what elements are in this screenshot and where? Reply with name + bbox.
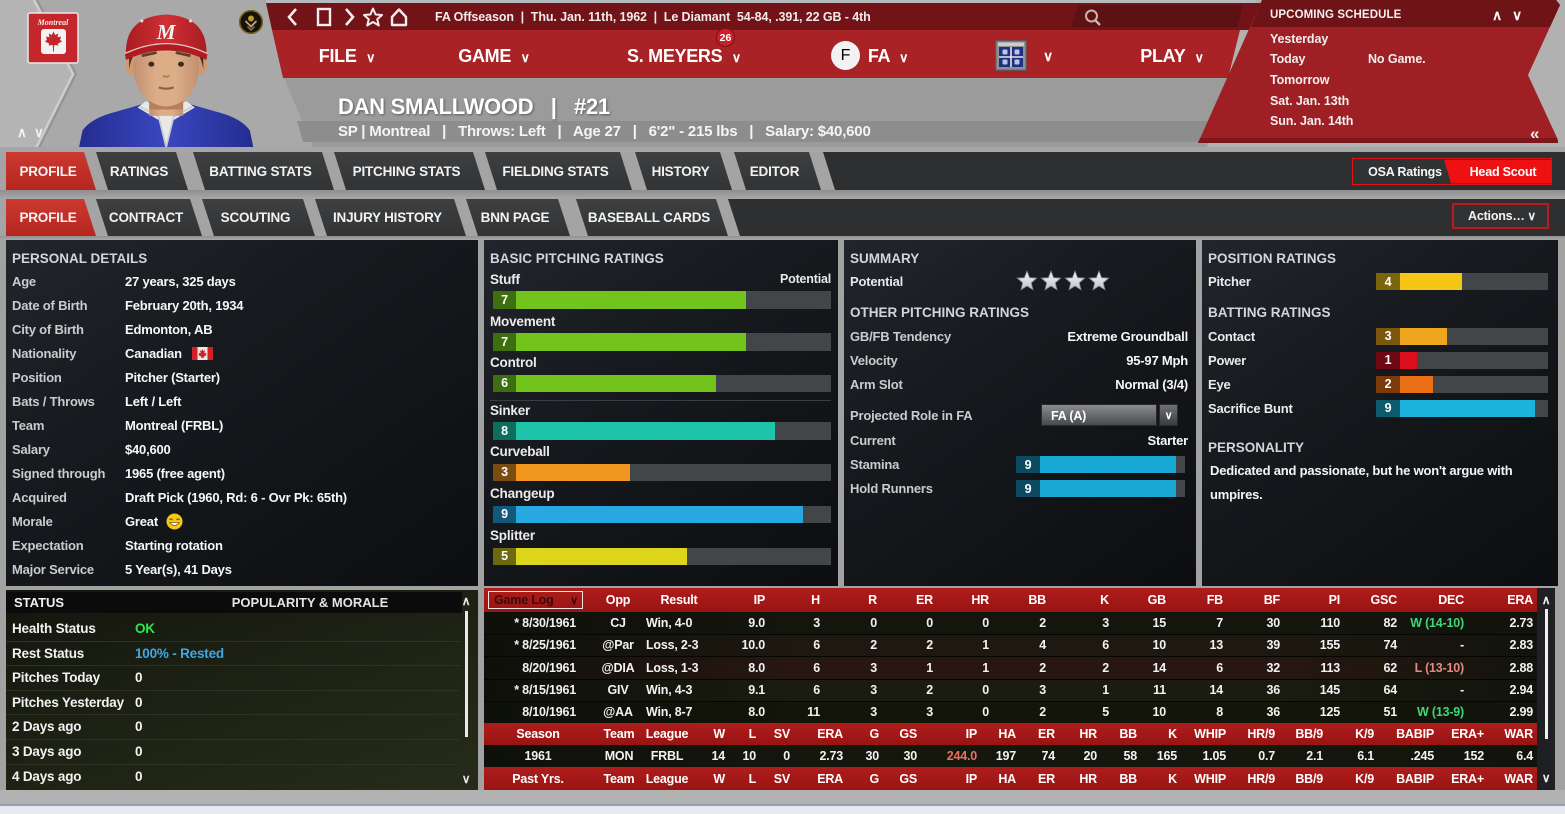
svg-text:M: M bbox=[156, 20, 177, 44]
svg-text:Montreal: Montreal bbox=[37, 18, 69, 27]
